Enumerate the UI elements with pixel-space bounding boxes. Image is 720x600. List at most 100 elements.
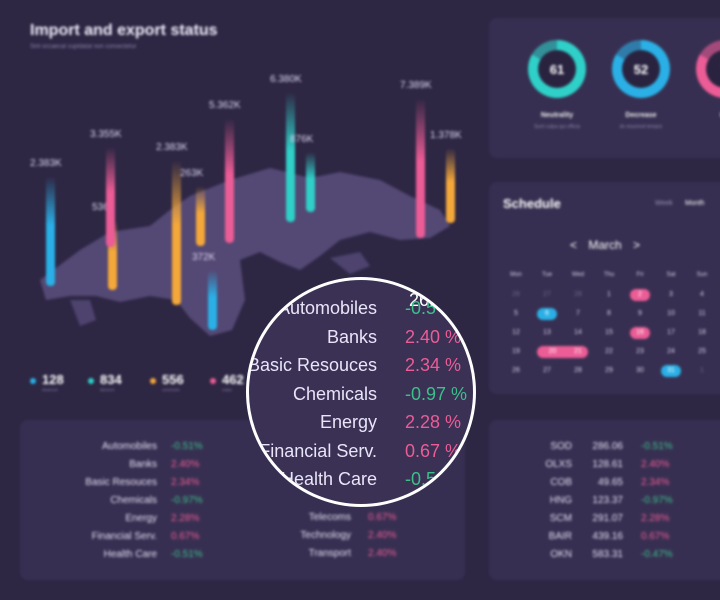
gauge-sub: do eiusmod tempor	[619, 124, 663, 130]
next-month-button[interactable]: >	[633, 238, 641, 252]
sector-change: 2.40%	[368, 548, 397, 559]
lens-sector-change: -0.97 %	[405, 383, 468, 404]
bar-label: 5.362K	[209, 100, 241, 111]
calendar-day[interactable]: 26	[512, 367, 520, 374]
calendar-day[interactable]: 24	[667, 348, 675, 355]
world-map	[40, 168, 450, 336]
bar-mark	[225, 118, 234, 243]
bar-mark	[196, 186, 205, 246]
stat-dot	[210, 377, 216, 384]
calendar-day[interactable]: 17	[667, 329, 675, 336]
gauge-value: 52	[622, 50, 660, 88]
bar-label: 1.378K	[430, 130, 462, 141]
stat-dot	[150, 377, 156, 384]
gauge-ring: 61	[528, 40, 586, 98]
month-label: March	[588, 238, 622, 252]
lens-sector-name: Financial Serv.	[259, 440, 377, 461]
calendar-day[interactable]: 7	[576, 310, 580, 317]
bar-label: 372K	[192, 252, 216, 263]
weekday-label: Tue	[541, 272, 553, 278]
stat-item: 834 laborum	[88, 372, 122, 392]
calendar-day[interactable]: 13	[543, 329, 551, 336]
calendar-day[interactable]: 28	[574, 291, 582, 298]
sector-change: 0.67%	[368, 512, 397, 523]
ticker-change: -0.51%	[641, 441, 673, 452]
sector-change: 2.28%	[171, 513, 200, 524]
calendar-day[interactable]: 27	[543, 367, 551, 374]
ticker-change: 2.28%	[641, 513, 670, 524]
weekday-label: Thu	[603, 272, 615, 278]
calendar-day[interactable]: 29	[605, 367, 613, 374]
bar-mark	[208, 270, 217, 330]
lens-sector-change: 0.67 %	[405, 440, 462, 461]
lens-sector-change: 2.34 %	[405, 355, 462, 375]
calendar-day[interactable]: 6	[537, 308, 557, 320]
prev-month-button[interactable]: <	[570, 238, 578, 252]
sector-name: Energy	[125, 513, 157, 524]
bar-label: 2.383K	[30, 158, 62, 169]
lens-sector-name: Energy	[319, 412, 377, 432]
sector-name: Automobiles	[101, 441, 157, 452]
calendar-day[interactable]: 30	[636, 367, 644, 374]
toggle-month[interactable]: Month	[685, 200, 705, 207]
lens-sector-change: 2.28 %	[405, 412, 462, 432]
stat-value: 128	[42, 372, 64, 387]
ticker-symbol: SOD	[550, 441, 572, 452]
bar-label: 2.383K	[156, 142, 188, 153]
bar-label: 263K	[180, 168, 204, 179]
weekday-label: Sat	[666, 272, 676, 278]
weekday-label: Mon	[510, 272, 522, 278]
stat-value: 462	[222, 372, 244, 387]
calendar-day[interactable]: 11	[698, 310, 706, 317]
calendar-day[interactable]: 26	[512, 291, 520, 298]
calendar-day[interactable]: 4	[700, 291, 704, 298]
sector-change: 0.67%	[171, 531, 200, 542]
gauge-value: 7	[706, 50, 720, 88]
calendar-day[interactable]: 8	[607, 310, 611, 317]
ticker-change: -0.97%	[641, 495, 673, 506]
toggle-week[interactable]: Week	[655, 200, 673, 207]
calendar-day[interactable]: 2	[630, 289, 650, 301]
gauge-label: Decrease	[625, 112, 657, 119]
calendar-day[interactable]: 20	[537, 346, 568, 358]
sector-change: -0.51%	[171, 441, 203, 452]
magnifier-lens: 26.25 Automobiles -0.5 Banks 2.40 % Basic Res…	[246, 277, 476, 507]
stat-value: 834	[100, 372, 122, 387]
gauge-label: Inc	[685, 112, 720, 119]
calendar-day[interactable]: 23	[636, 348, 644, 355]
calendar-day[interactable]: 3	[669, 291, 673, 298]
sector-change: -0.51%	[171, 549, 203, 560]
stat-item: 462 culpa	[210, 372, 244, 392]
sector-change: -0.97%	[171, 495, 203, 506]
lens-sector-change: -0.5	[405, 469, 437, 489]
calendar-day[interactable]: 28	[574, 367, 582, 374]
calendar-day[interactable]: 15	[605, 329, 613, 336]
calendar-day[interactable]: 9	[638, 310, 642, 317]
stat-item: 128 deserunt	[30, 372, 64, 392]
ticker-change: -0.47%	[641, 549, 673, 560]
calendar-day[interactable]: 21	[568, 346, 588, 358]
calendar-day[interactable]: 1	[700, 367, 704, 374]
calendar-day[interactable]: 12	[512, 329, 520, 336]
calendar-day[interactable]: 25	[698, 348, 706, 355]
ticker-price: 49.65	[597, 477, 623, 488]
bar-mark	[172, 160, 181, 305]
calendar-day[interactable]: 16	[630, 327, 650, 339]
calendar-day[interactable]: 1	[607, 291, 611, 298]
ticker-price: 439.16	[592, 531, 623, 542]
calendar-day[interactable]: 27	[543, 291, 551, 298]
page-title: Import and export status	[30, 22, 218, 39]
gauge-label: Neutrality	[540, 112, 574, 119]
calendar-day[interactable]: 22	[605, 348, 613, 355]
bar-label: 3.355K	[90, 129, 122, 140]
ticker-change: 0.67%	[641, 531, 670, 542]
calendar-day[interactable]: 31	[661, 365, 681, 377]
calendar-day[interactable]: 5	[514, 310, 518, 317]
calendar-day[interactable]: 10	[667, 310, 675, 317]
bar-label: 7.389K	[400, 80, 432, 91]
calendar-day[interactable]: 18	[698, 329, 706, 336]
ticker-price: 291.07	[592, 513, 623, 524]
calendar-day[interactable]: 19	[512, 348, 520, 355]
calendar-day[interactable]: 14	[574, 329, 582, 336]
